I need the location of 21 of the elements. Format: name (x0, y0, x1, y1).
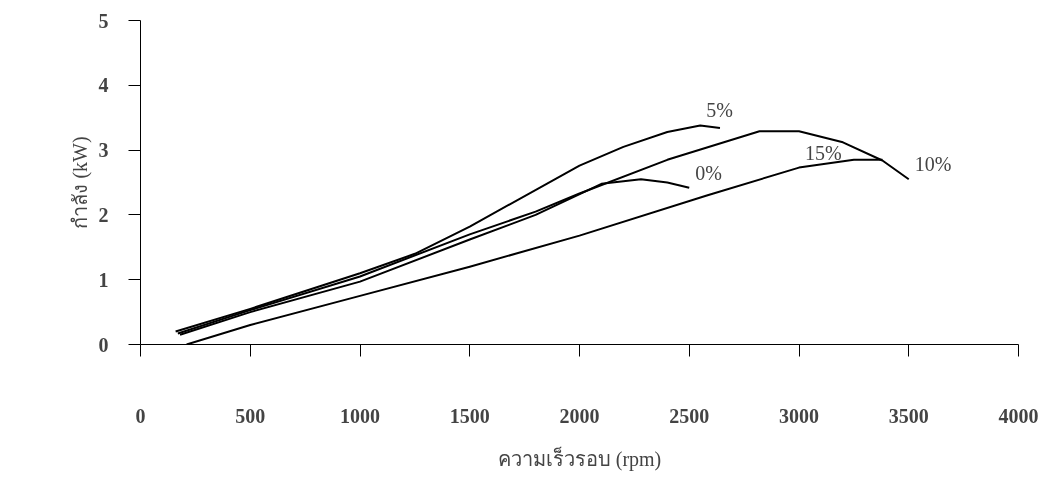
y-tick-label: 5 (98, 9, 109, 32)
x-tick-label: 2000 (559, 404, 600, 427)
annotation: 15% (805, 141, 842, 164)
y-tick-label: 2 (98, 203, 109, 226)
x-tick-label: 1000 (340, 404, 380, 427)
annotation: 0% (695, 161, 722, 184)
x-tick-label: 1500 (449, 404, 490, 427)
x-tick-label: 0 (135, 404, 146, 427)
x-axis-title: ความเร็วรอบ (rpm) (497, 445, 662, 471)
x-tick-label: 500 (235, 404, 266, 427)
y-tick-label: 4 (98, 74, 109, 97)
y-tick-label: 0 (98, 333, 109, 356)
x-tick-label: 3500 (888, 404, 929, 427)
y-tick-label: 3 (98, 139, 109, 162)
y-tick-label: 1 (98, 268, 109, 291)
x-tick-label: 3000 (779, 404, 819, 427)
annotation: 5% (706, 99, 733, 122)
x-tick-label: 2500 (669, 404, 710, 427)
y-axis-title: กำลัง (kW) (68, 136, 92, 229)
x-tick-label: 4000 (998, 404, 1039, 427)
annotation: 10% (914, 153, 952, 176)
